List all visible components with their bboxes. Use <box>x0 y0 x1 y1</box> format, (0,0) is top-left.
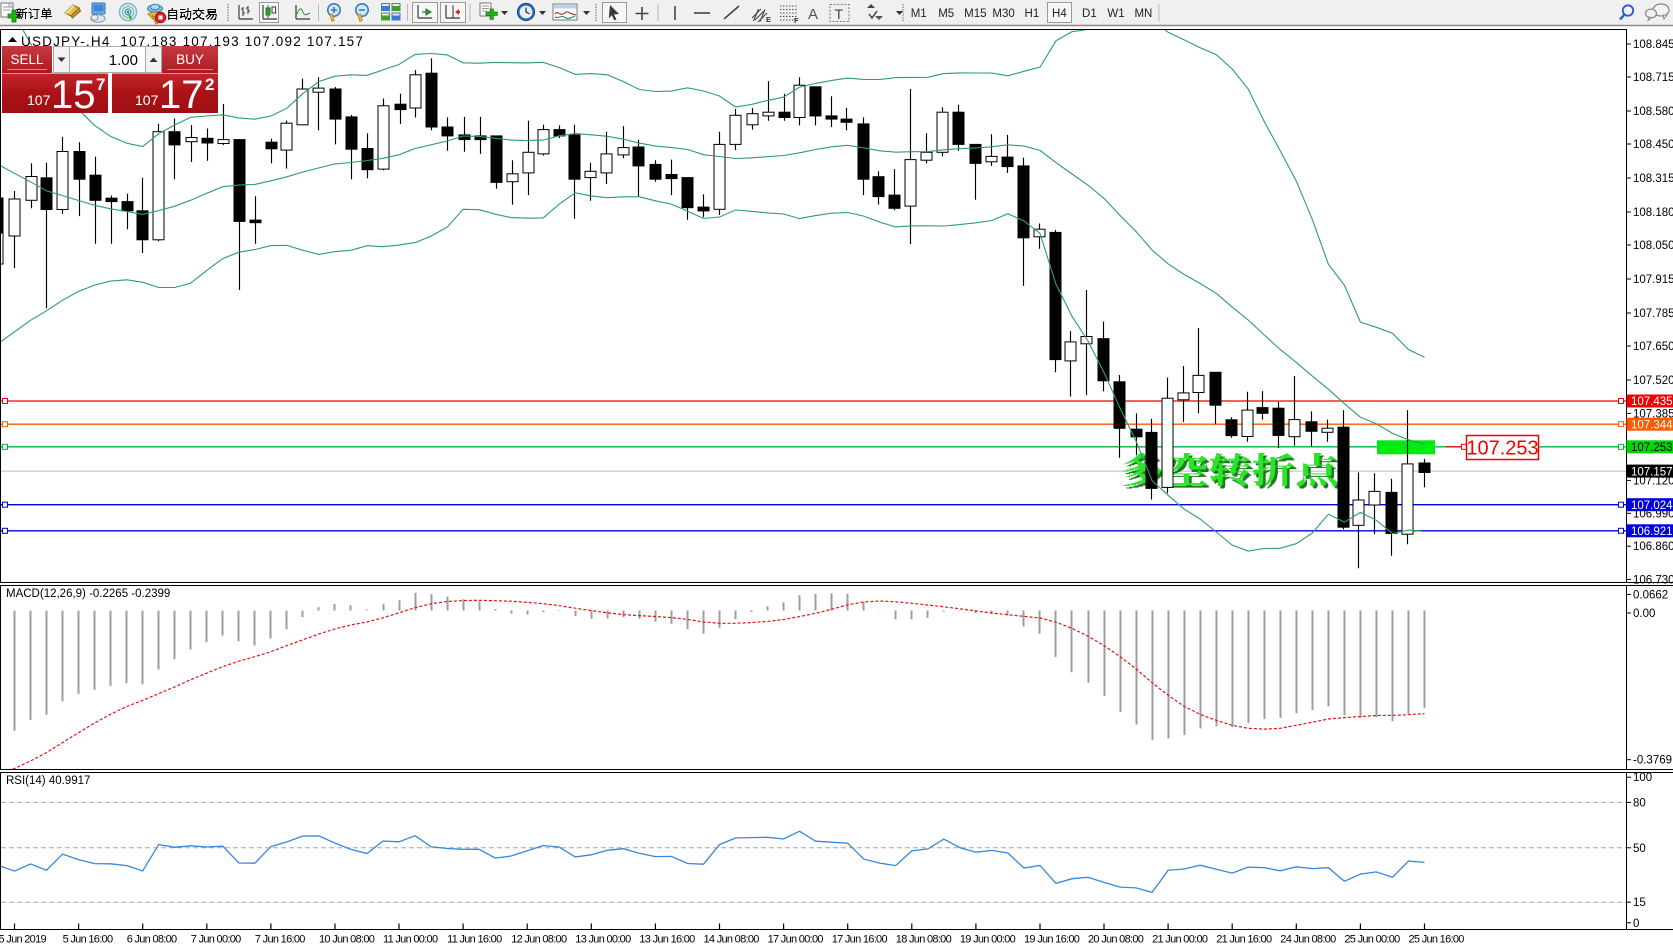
svg-text:7: 7 <box>96 75 105 94</box>
svg-text:11 Jun 16:00: 11 Jun 16:00 <box>447 934 502 946</box>
svg-text:25 Jun 16:00: 25 Jun 16:00 <box>1409 934 1465 946</box>
svg-text:106.990: 106.990 <box>1633 508 1673 520</box>
svg-text:107.120: 107.120 <box>1633 475 1673 487</box>
svg-text:14 Jun 08:00: 14 Jun 08:00 <box>704 934 760 946</box>
svg-text:108.580: 108.580 <box>1633 106 1673 118</box>
svg-text:A: A <box>808 6 818 23</box>
svg-text:D1: D1 <box>1082 8 1097 20</box>
svg-text:0.0662: 0.0662 <box>1633 589 1668 601</box>
svg-text:0: 0 <box>1633 918 1639 930</box>
svg-text:RSI(14) 40.9917: RSI(14) 40.9917 <box>6 775 90 787</box>
svg-text:T: T <box>835 6 844 22</box>
svg-text:107: 107 <box>27 92 51 108</box>
svg-text:H1: H1 <box>1025 8 1040 20</box>
svg-text:50: 50 <box>1633 843 1646 855</box>
svg-text:108.845: 108.845 <box>1633 39 1673 51</box>
svg-text:M30: M30 <box>992 8 1014 20</box>
svg-text:M5: M5 <box>938 8 954 20</box>
svg-text:107.385: 107.385 <box>1633 408 1673 420</box>
svg-text:F: F <box>794 16 799 25</box>
svg-text:21 Jun 00:00: 21 Jun 00:00 <box>1152 934 1208 946</box>
svg-text:12 Jun 08:00: 12 Jun 08:00 <box>511 934 567 946</box>
svg-text:17 Jun 00:00: 17 Jun 00:00 <box>768 934 824 946</box>
svg-text:107.253: 107.253 <box>1631 442 1673 454</box>
svg-text:24 Jun 08:00: 24 Jun 08:00 <box>1280 934 1336 946</box>
svg-text:18 Jun 08:00: 18 Jun 08:00 <box>896 934 952 946</box>
svg-text:107.253: 107.253 <box>1466 438 1538 460</box>
svg-text:108.450: 108.450 <box>1633 139 1673 151</box>
svg-text:0.00: 0.00 <box>1633 608 1655 620</box>
svg-text:17 Jun 16:00: 17 Jun 16:00 <box>832 934 888 946</box>
svg-text:15: 15 <box>51 73 96 117</box>
svg-text:MACD(12,26,9) -0.2265 -0.2399: MACD(12,26,9) -0.2265 -0.2399 <box>6 588 170 600</box>
svg-text:107.650: 107.650 <box>1633 341 1673 353</box>
svg-text:17: 17 <box>159 73 204 117</box>
svg-text:15: 15 <box>1633 897 1646 909</box>
svg-text:107.157: 107.157 <box>1631 466 1673 478</box>
svg-text:6 Jun 08:00: 6 Jun 08:00 <box>127 934 177 946</box>
svg-text:107.785: 107.785 <box>1633 308 1673 320</box>
svg-text:5 Jun 2019: 5 Jun 2019 <box>0 934 47 946</box>
svg-text:108.180: 108.180 <box>1633 207 1673 219</box>
svg-text:107.520: 107.520 <box>1633 375 1673 387</box>
svg-text:100: 100 <box>1633 772 1652 784</box>
svg-text:11 Jun 00:00: 11 Jun 00:00 <box>383 934 438 946</box>
svg-text:10 Jun 08:00: 10 Jun 08:00 <box>319 934 375 946</box>
svg-text:H4: H4 <box>1052 8 1067 20</box>
svg-text:MN: MN <box>1134 8 1152 20</box>
svg-text:M15: M15 <box>964 8 986 20</box>
svg-text:107.435: 107.435 <box>1631 396 1673 408</box>
svg-text:7 Jun 16:00: 7 Jun 16:00 <box>255 934 305 946</box>
svg-text:19 Jun 16:00: 19 Jun 16:00 <box>1024 934 1080 946</box>
svg-text:108.050: 108.050 <box>1633 240 1673 252</box>
svg-text:107: 107 <box>135 92 159 108</box>
svg-text:USDJPY-,H4 107.183 107.193 10: USDJPY-,H4 107.183 107.193 107.092 107.1… <box>21 34 364 49</box>
svg-text:2: 2 <box>205 75 214 94</box>
svg-text:106.860: 106.860 <box>1633 541 1673 553</box>
svg-text:M1: M1 <box>911 8 927 20</box>
svg-text:21 Jun 16:00: 21 Jun 16:00 <box>1216 934 1272 946</box>
svg-text:-0.3769: -0.3769 <box>1633 755 1672 767</box>
svg-text:20 Jun 08:00: 20 Jun 08:00 <box>1088 934 1144 946</box>
svg-text:BUY: BUY <box>176 52 204 67</box>
svg-text:108.315: 108.315 <box>1633 173 1673 185</box>
svg-text:106.730: 106.730 <box>1633 574 1673 586</box>
svg-text:107.024: 107.024 <box>1631 500 1673 512</box>
svg-text:7 Jun 00:00: 7 Jun 00:00 <box>191 934 241 946</box>
svg-text:13 Jun 00:00: 13 Jun 00:00 <box>575 934 631 946</box>
svg-text:107.915: 107.915 <box>1633 274 1673 286</box>
svg-text:W1: W1 <box>1107 8 1124 20</box>
svg-text:108.715: 108.715 <box>1633 72 1673 84</box>
svg-text:1.00: 1.00 <box>109 52 138 69</box>
svg-text:13 Jun 16:00: 13 Jun 16:00 <box>639 934 695 946</box>
svg-text:25 Jun 00:00: 25 Jun 00:00 <box>1344 934 1400 946</box>
svg-text:107.344: 107.344 <box>1631 419 1673 431</box>
svg-text:SELL: SELL <box>10 52 44 67</box>
svg-text:5 Jun 16:00: 5 Jun 16:00 <box>63 934 113 946</box>
svg-text:E: E <box>766 15 771 24</box>
svg-text:19 Jun 00:00: 19 Jun 00:00 <box>960 934 1016 946</box>
svg-text:106.921: 106.921 <box>1631 526 1673 538</box>
svg-text:80: 80 <box>1633 797 1646 809</box>
